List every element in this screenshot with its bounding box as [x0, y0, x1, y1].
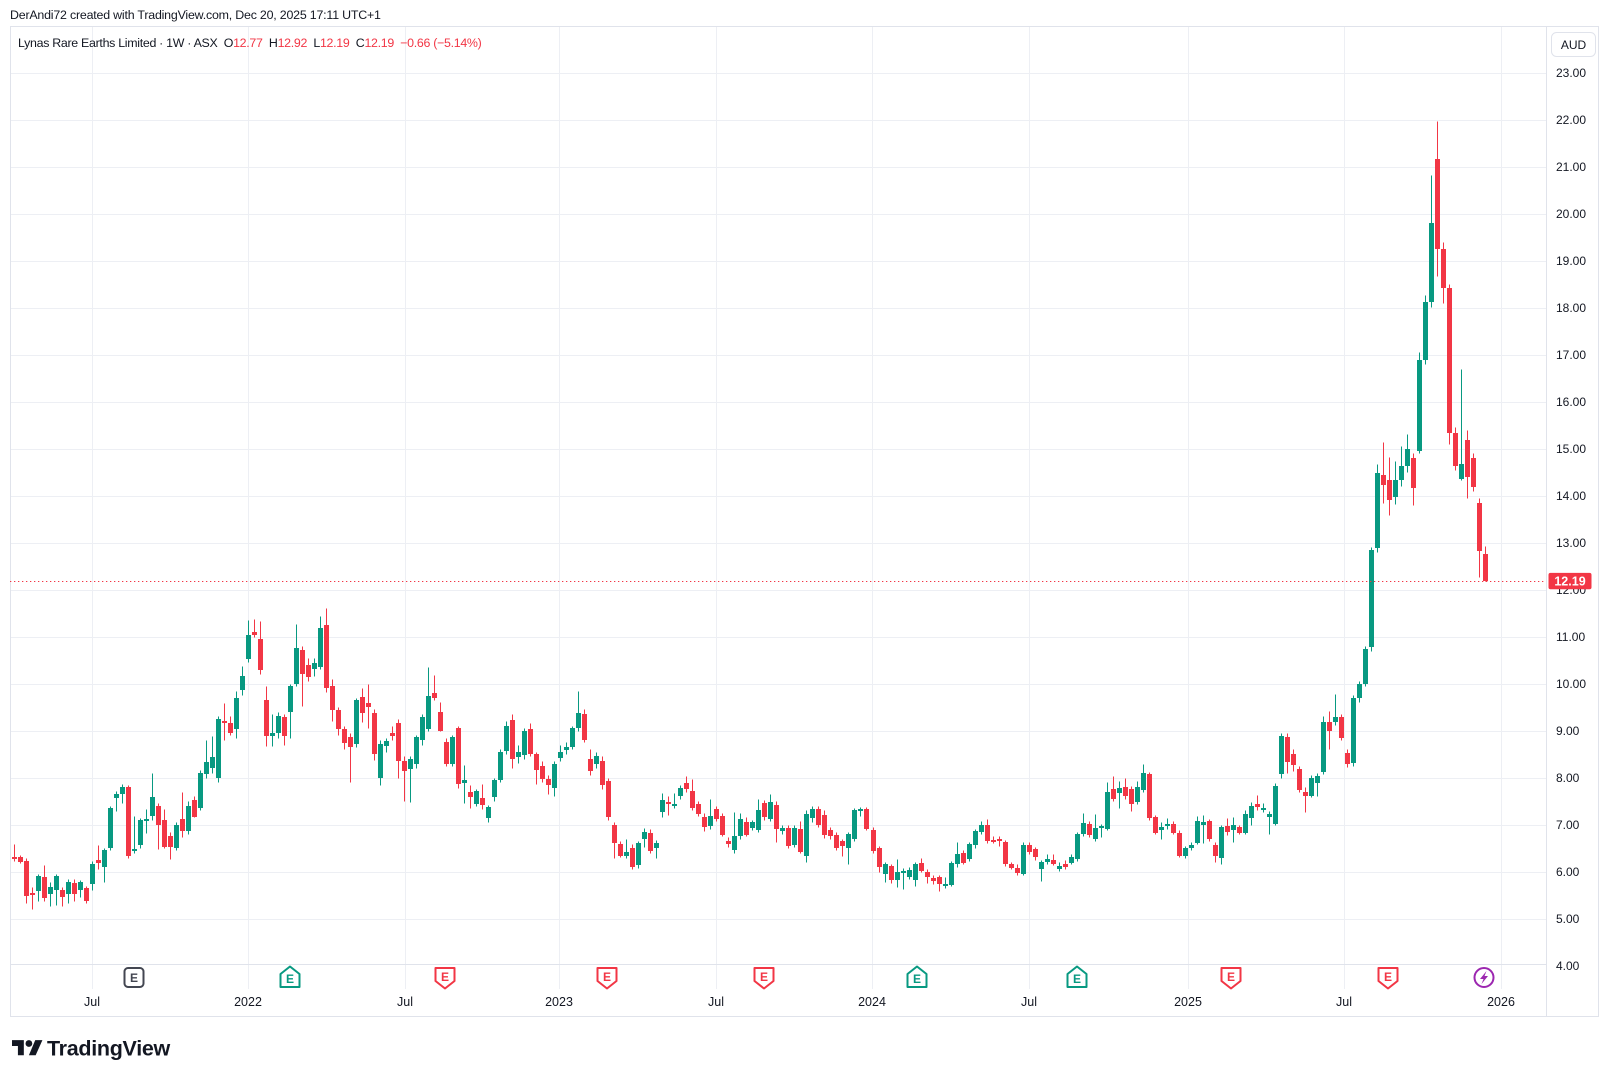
- svg-text:E: E: [1073, 972, 1081, 986]
- svg-text:E: E: [130, 971, 138, 985]
- svg-text:8.00: 8.00: [1556, 771, 1580, 785]
- svg-text:2025: 2025: [1174, 995, 1202, 1009]
- svg-text:Jul: Jul: [1021, 995, 1037, 1009]
- svg-text:E: E: [1384, 970, 1392, 984]
- svg-text:E: E: [286, 972, 294, 986]
- svg-text:4.00: 4.00: [1556, 959, 1580, 973]
- svg-text:2024: 2024: [858, 995, 886, 1009]
- svg-text:Jul: Jul: [1336, 995, 1352, 1009]
- svg-text:16.00: 16.00: [1556, 395, 1586, 409]
- svg-text:E: E: [603, 970, 611, 984]
- svg-text:15.00: 15.00: [1556, 442, 1586, 456]
- svg-text:Jul: Jul: [708, 995, 724, 1009]
- svg-text:23.00: 23.00: [1556, 66, 1586, 80]
- svg-text:17.00: 17.00: [1556, 348, 1586, 362]
- svg-text:2026: 2026: [1487, 995, 1515, 1009]
- svg-text:AUD: AUD: [1561, 38, 1587, 52]
- svg-text:2022: 2022: [234, 995, 262, 1009]
- svg-text:10.00: 10.00: [1556, 677, 1586, 691]
- svg-text:Jul: Jul: [84, 995, 100, 1009]
- svg-text:19.00: 19.00: [1556, 254, 1586, 268]
- svg-text:2023: 2023: [545, 995, 573, 1009]
- svg-text:18.00: 18.00: [1556, 301, 1586, 315]
- svg-text:Jul: Jul: [397, 995, 413, 1009]
- svg-text:5.00: 5.00: [1556, 912, 1580, 926]
- svg-text:13.00: 13.00: [1556, 536, 1586, 550]
- svg-text:21.00: 21.00: [1556, 160, 1586, 174]
- svg-text:11.00: 11.00: [1556, 630, 1585, 644]
- svg-text:6.00: 6.00: [1556, 865, 1580, 879]
- svg-text:E: E: [441, 970, 449, 984]
- svg-text:E: E: [1227, 970, 1235, 984]
- svg-text:20.00: 20.00: [1556, 207, 1586, 221]
- svg-text:TradingView: TradingView: [47, 1037, 171, 1061]
- svg-text:9.00: 9.00: [1556, 724, 1580, 738]
- svg-text:E: E: [760, 970, 768, 984]
- svg-text:E: E: [913, 972, 921, 986]
- svg-text:7.00: 7.00: [1556, 818, 1580, 832]
- svg-text:22.00: 22.00: [1556, 113, 1586, 127]
- svg-text:14.00: 14.00: [1556, 489, 1586, 503]
- svg-text:12.19: 12.19: [1554, 575, 1585, 589]
